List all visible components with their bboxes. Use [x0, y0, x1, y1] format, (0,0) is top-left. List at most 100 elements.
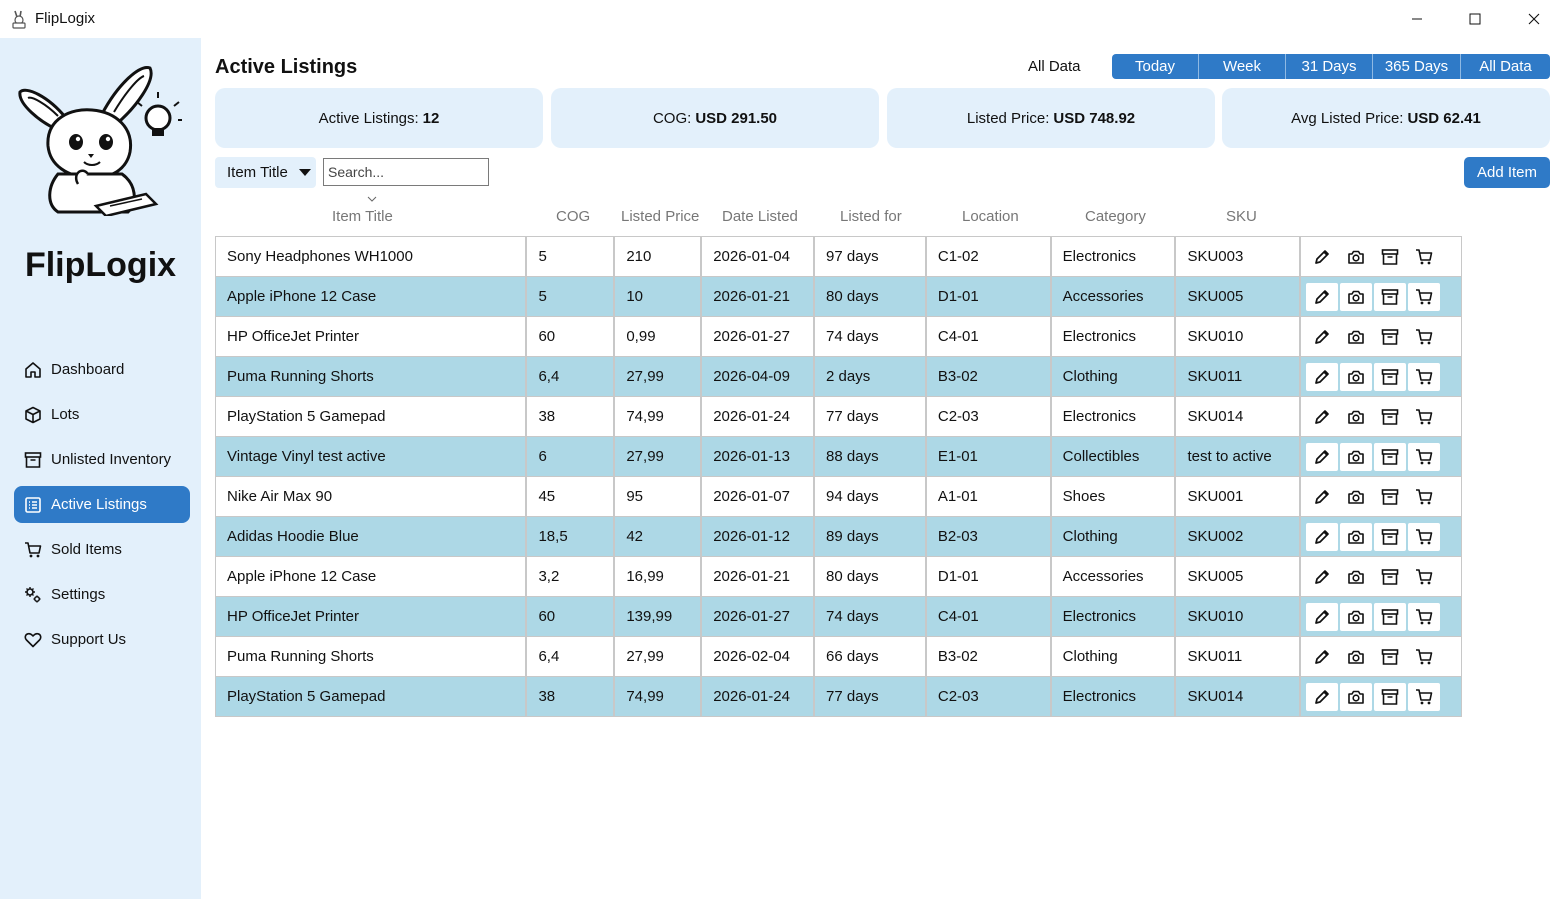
search-input[interactable] — [323, 158, 489, 186]
unlist-button[interactable] — [1374, 643, 1406, 671]
photo-button[interactable] — [1340, 522, 1373, 551]
column-header-location[interactable]: Location — [962, 208, 1019, 225]
unlist-button[interactable] — [1374, 522, 1407, 551]
column-header-category[interactable]: Category — [1085, 208, 1146, 225]
search-field-select[interactable]: Item Title — [215, 157, 316, 188]
table-row[interactable]: PlayStation 5 Gamepad 38 74,99 2026-01-24 77… — [216, 677, 1461, 717]
photo-button[interactable] — [1340, 243, 1372, 271]
maximize-button[interactable] — [1446, 0, 1504, 38]
cell-listed-price: 139,99 — [615, 597, 703, 636]
mark-sold-button[interactable] — [1408, 483, 1440, 511]
unlist-button[interactable] — [1374, 243, 1406, 271]
column-header-sku[interactable]: SKU — [1226, 208, 1257, 225]
sidebar-item-sold-items[interactable]: Sold Items — [14, 531, 190, 568]
unlist-button[interactable] — [1374, 563, 1406, 591]
mark-sold-button[interactable] — [1408, 682, 1441, 711]
sidebar-item-label: Dashboard — [51, 361, 125, 378]
column-header-item-title[interactable]: Item Title — [332, 208, 393, 225]
column-header-listed-for[interactable]: Listed for — [840, 208, 902, 225]
window-title: FlipLogix — [35, 10, 96, 27]
column-header-date-listed[interactable]: Date Listed — [722, 208, 798, 225]
edit-button[interactable] — [1306, 442, 1339, 471]
unlist-button[interactable] — [1374, 483, 1406, 511]
sort-indicator-icon[interactable] — [367, 196, 377, 202]
photo-button[interactable] — [1340, 442, 1373, 471]
edit-button[interactable] — [1306, 563, 1338, 591]
edit-button[interactable] — [1306, 643, 1338, 671]
photo-button[interactable] — [1340, 643, 1372, 671]
table-row[interactable]: HP OfficeJet Printer 60 0,99 2026-01-27 74 d… — [216, 317, 1461, 357]
column-header-cog[interactable]: COG — [556, 208, 591, 225]
unlist-button[interactable] — [1374, 362, 1407, 391]
stat-card-listed-price: Listed Price: USD 748.92 — [887, 88, 1215, 148]
unlist-button[interactable] — [1374, 323, 1406, 351]
edit-button[interactable] — [1306, 362, 1339, 391]
table-row[interactable]: Vintage Vinyl test active 6 27,99 2026-01-1… — [216, 437, 1461, 477]
table-row[interactable]: Apple iPhone 12 Case 5 10 2026-01-21 80 days… — [216, 277, 1461, 317]
cell-category: Clothing — [1052, 517, 1177, 556]
table-row[interactable]: Sony Headphones WH1000 5 210 2026-01-04 97 d… — [216, 237, 1461, 277]
mark-sold-button[interactable] — [1408, 602, 1441, 631]
table-row[interactable]: PlayStation 5 Gamepad 38 74,99 2026-01-24 77… — [216, 397, 1461, 437]
range-week-button[interactable]: Week — [1199, 54, 1286, 79]
mark-sold-button[interactable] — [1408, 403, 1440, 431]
edit-button[interactable] — [1306, 282, 1339, 311]
mark-sold-button[interactable] — [1408, 362, 1441, 391]
sidebar-item-settings[interactable]: Settings — [14, 576, 190, 613]
mark-sold-button[interactable] — [1408, 323, 1440, 351]
photo-button[interactable] — [1340, 323, 1372, 351]
table-row[interactable]: Apple iPhone 12 Case 3,2 16,99 2026-01-21 80… — [216, 557, 1461, 597]
unlist-button[interactable] — [1374, 602, 1407, 631]
unlist-button[interactable] — [1374, 282, 1407, 311]
photo-button[interactable] — [1340, 403, 1372, 431]
edit-button[interactable] — [1306, 323, 1338, 351]
edit-button[interactable] — [1306, 602, 1339, 631]
unlist-button[interactable] — [1374, 403, 1406, 431]
edit-button[interactable] — [1306, 243, 1338, 271]
table-row[interactable]: Adidas Hoodie Blue 18,5 42 2026-01-12 89 day… — [216, 517, 1461, 557]
cell-cog: 60 — [527, 597, 616, 636]
mark-sold-button[interactable] — [1408, 563, 1440, 591]
mark-sold-button[interactable] — [1408, 643, 1440, 671]
range-today-button[interactable]: Today — [1112, 54, 1199, 79]
stat-label: Listed Price: — [966, 109, 1050, 127]
edit-button[interactable] — [1306, 483, 1338, 511]
photo-button[interactable] — [1340, 483, 1372, 511]
table-row[interactable]: HP OfficeJet Printer 60 139,99 2026-01-27 74… — [216, 597, 1461, 637]
edit-button[interactable] — [1306, 522, 1339, 551]
mark-sold-button[interactable] — [1408, 522, 1441, 551]
sidebar-item-support-us[interactable]: Support Us — [14, 621, 190, 658]
photo-button[interactable] — [1340, 362, 1373, 391]
column-header-listed-price[interactable]: Listed Price — [621, 208, 700, 225]
sidebar-item-active-listings[interactable]: Active Listings — [14, 486, 190, 523]
table-row[interactable]: Puma Running Shorts 6,4 27,99 2026-02-04 66 … — [216, 637, 1461, 677]
mark-sold-button[interactable] — [1408, 243, 1440, 271]
mark-sold-button[interactable] — [1408, 282, 1441, 311]
stat-card-active-listings: Active Listings: 12 — [215, 88, 543, 148]
edit-button[interactable] — [1306, 403, 1338, 431]
table-row[interactable]: Nike Air Max 90 45 95 2026-01-07 94 days A1-0… — [216, 477, 1461, 517]
mark-sold-button[interactable] — [1408, 442, 1441, 471]
photo-button[interactable] — [1340, 682, 1373, 711]
photo-button[interactable] — [1340, 563, 1372, 591]
photo-button[interactable] — [1340, 602, 1373, 631]
edit-button[interactable] — [1306, 682, 1339, 711]
unlist-button[interactable] — [1374, 442, 1407, 471]
range-31-days-button[interactable]: 31 Days — [1286, 54, 1373, 79]
stat-value: USD 291.50 — [695, 109, 778, 127]
sidebar-item-lots[interactable]: Lots — [14, 396, 190, 433]
range-365-days-button[interactable]: 365 Days — [1373, 54, 1461, 79]
range-all-data-button[interactable]: All Data — [1479, 58, 1532, 75]
cell-location: E1-01 — [927, 437, 1052, 476]
minimize-button[interactable] — [1388, 0, 1446, 38]
cell-cog: 45 — [527, 477, 616, 516]
add-item-button[interactable]: Add Item — [1464, 157, 1550, 188]
unlist-button[interactable] — [1374, 682, 1407, 711]
photo-button[interactable] — [1340, 282, 1373, 311]
table-row[interactable]: Puma Running Shorts 6,4 27,99 2026-04-09 2 d… — [216, 357, 1461, 397]
close-button[interactable] — [1505, 0, 1563, 38]
sidebar-item-unlisted-inventory[interactable]: Unlisted Inventory — [14, 441, 190, 478]
stat-label: Avg Listed Price: — [1291, 109, 1404, 127]
stat-value: USD 748.92 — [1053, 109, 1136, 127]
sidebar-item-dashboard[interactable]: Dashboard — [14, 351, 190, 388]
